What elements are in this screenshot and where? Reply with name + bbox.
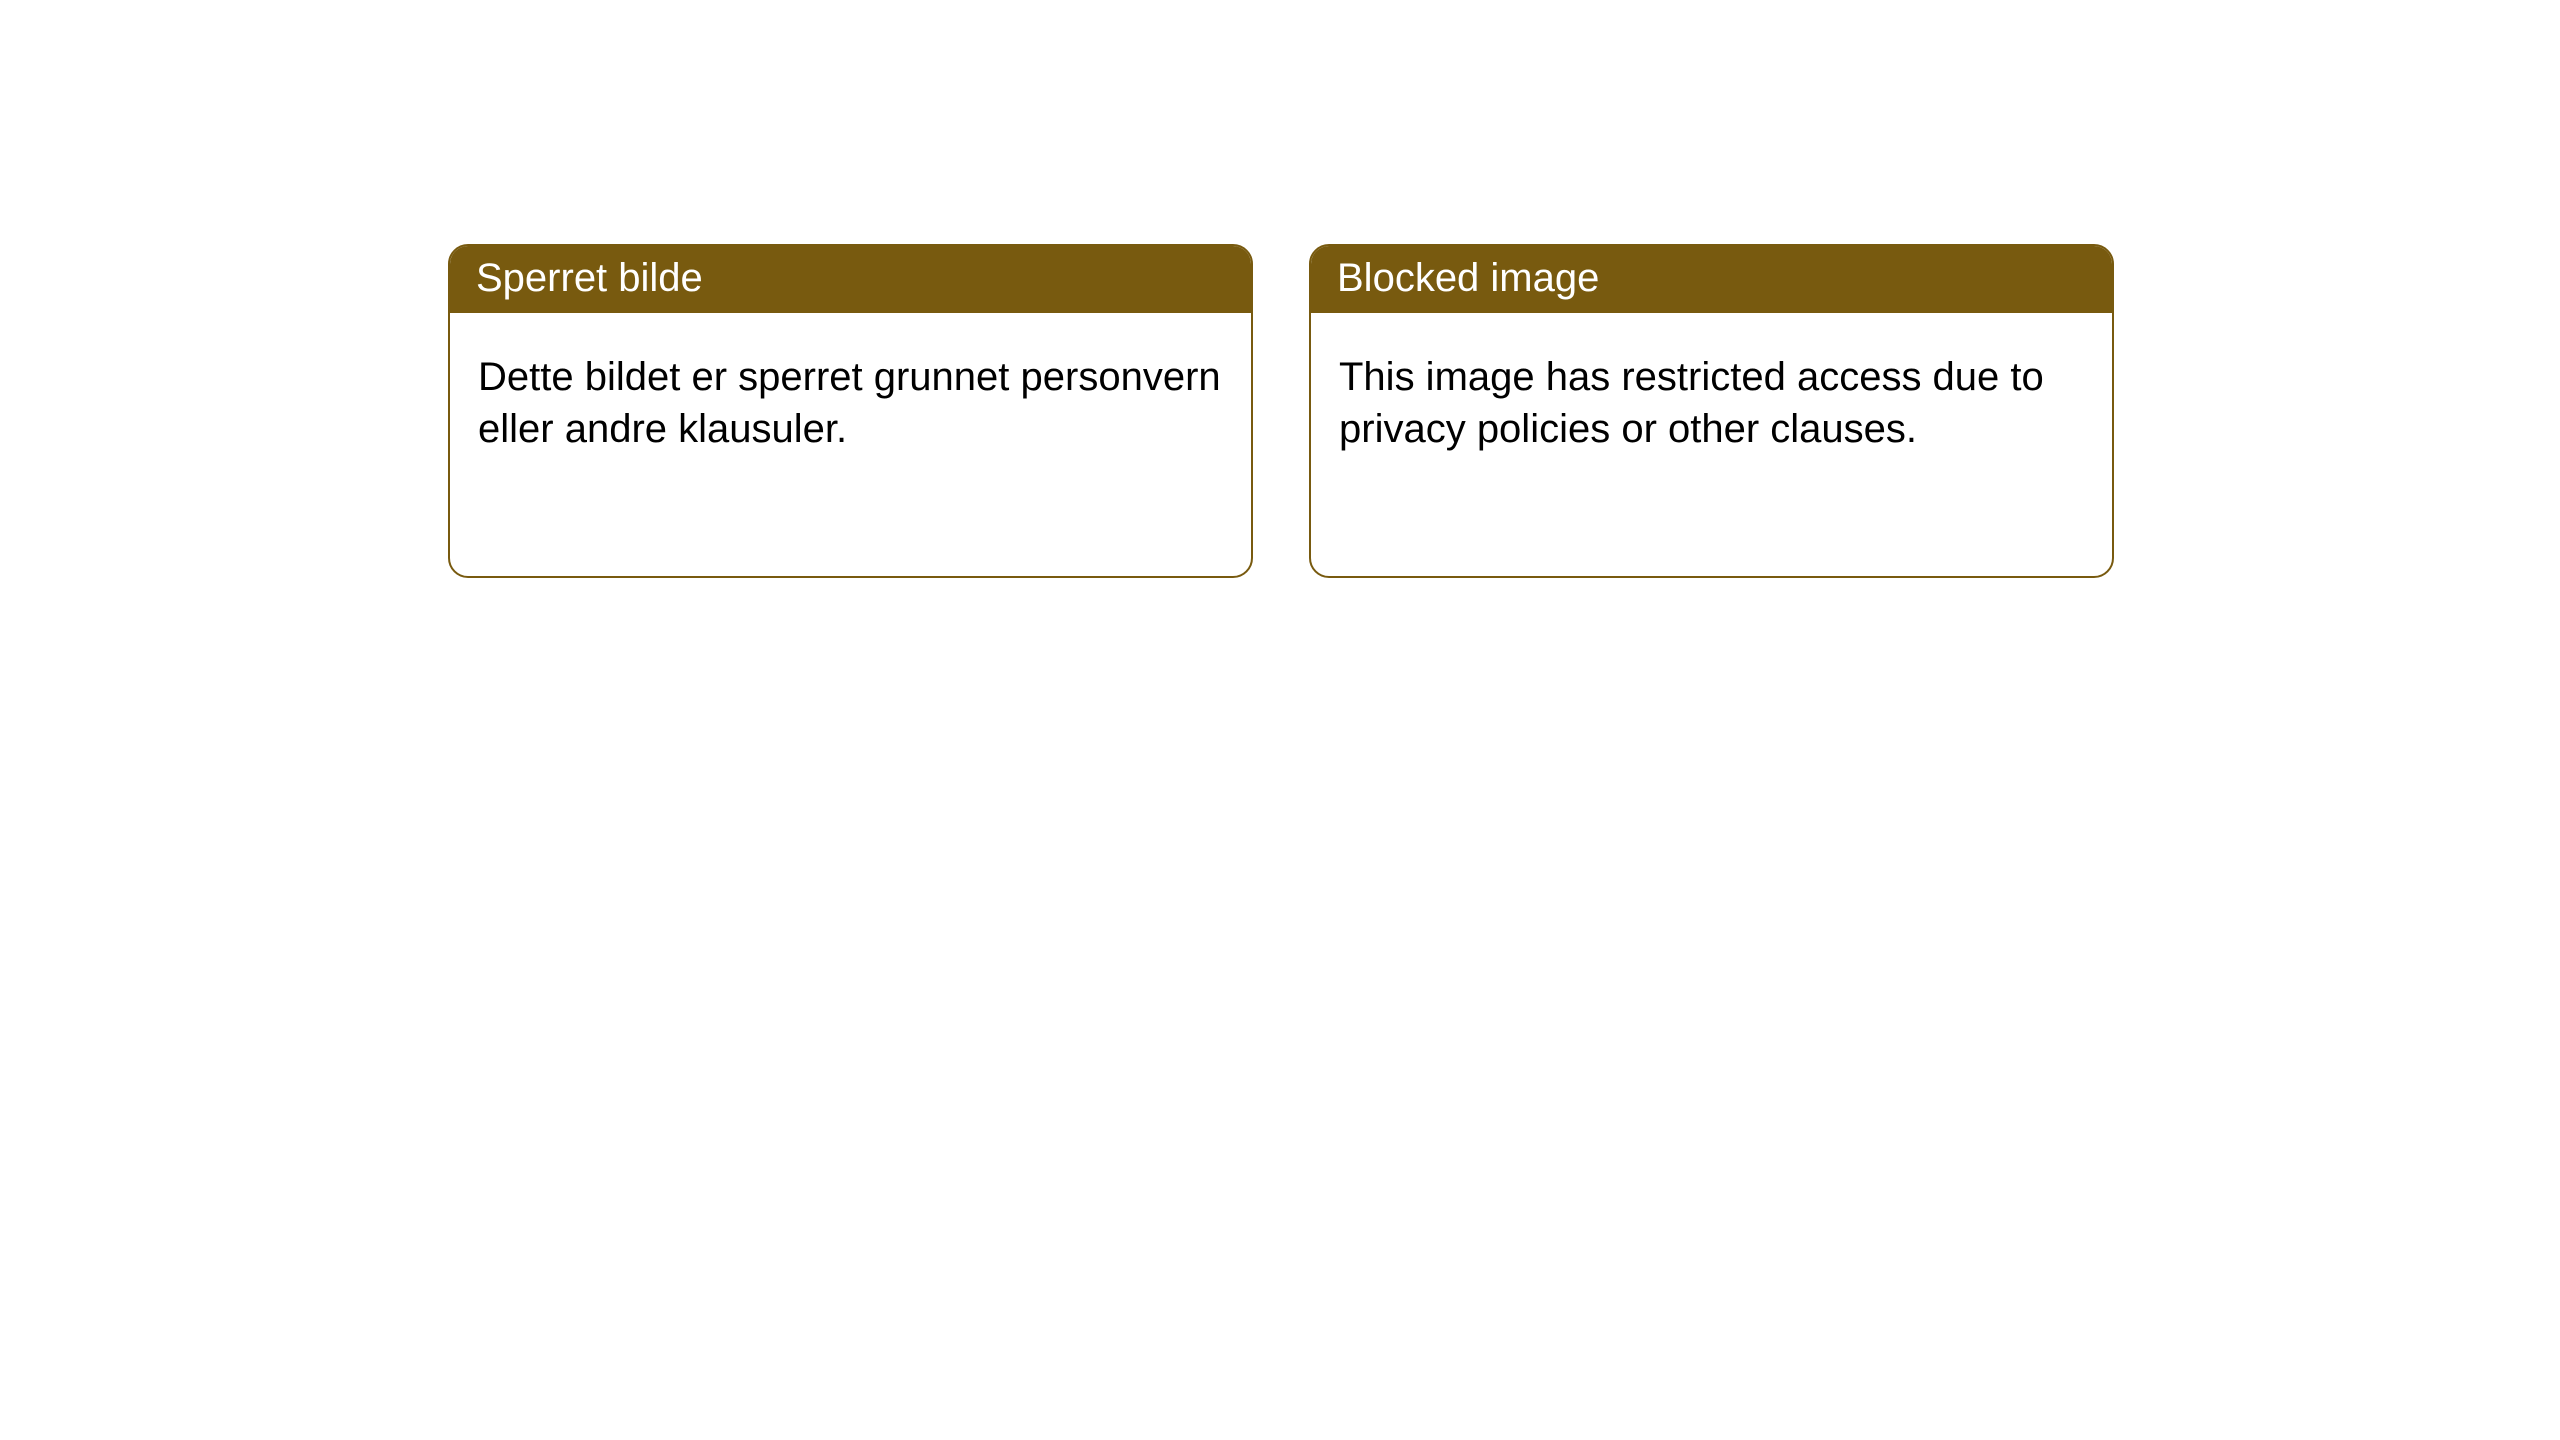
card-header-english: Blocked image [1311, 246, 2112, 313]
card-body-english: This image has restricted access due to … [1311, 313, 2112, 493]
card-header-norwegian: Sperret bilde [450, 246, 1251, 313]
card-body-norwegian: Dette bildet er sperret grunnet personve… [450, 313, 1251, 493]
notice-cards-container: Sperret bilde Dette bildet er sperret gr… [0, 0, 2560, 578]
blocked-image-card-english: Blocked image This image has restricted … [1309, 244, 2114, 578]
blocked-image-card-norwegian: Sperret bilde Dette bildet er sperret gr… [448, 244, 1253, 578]
